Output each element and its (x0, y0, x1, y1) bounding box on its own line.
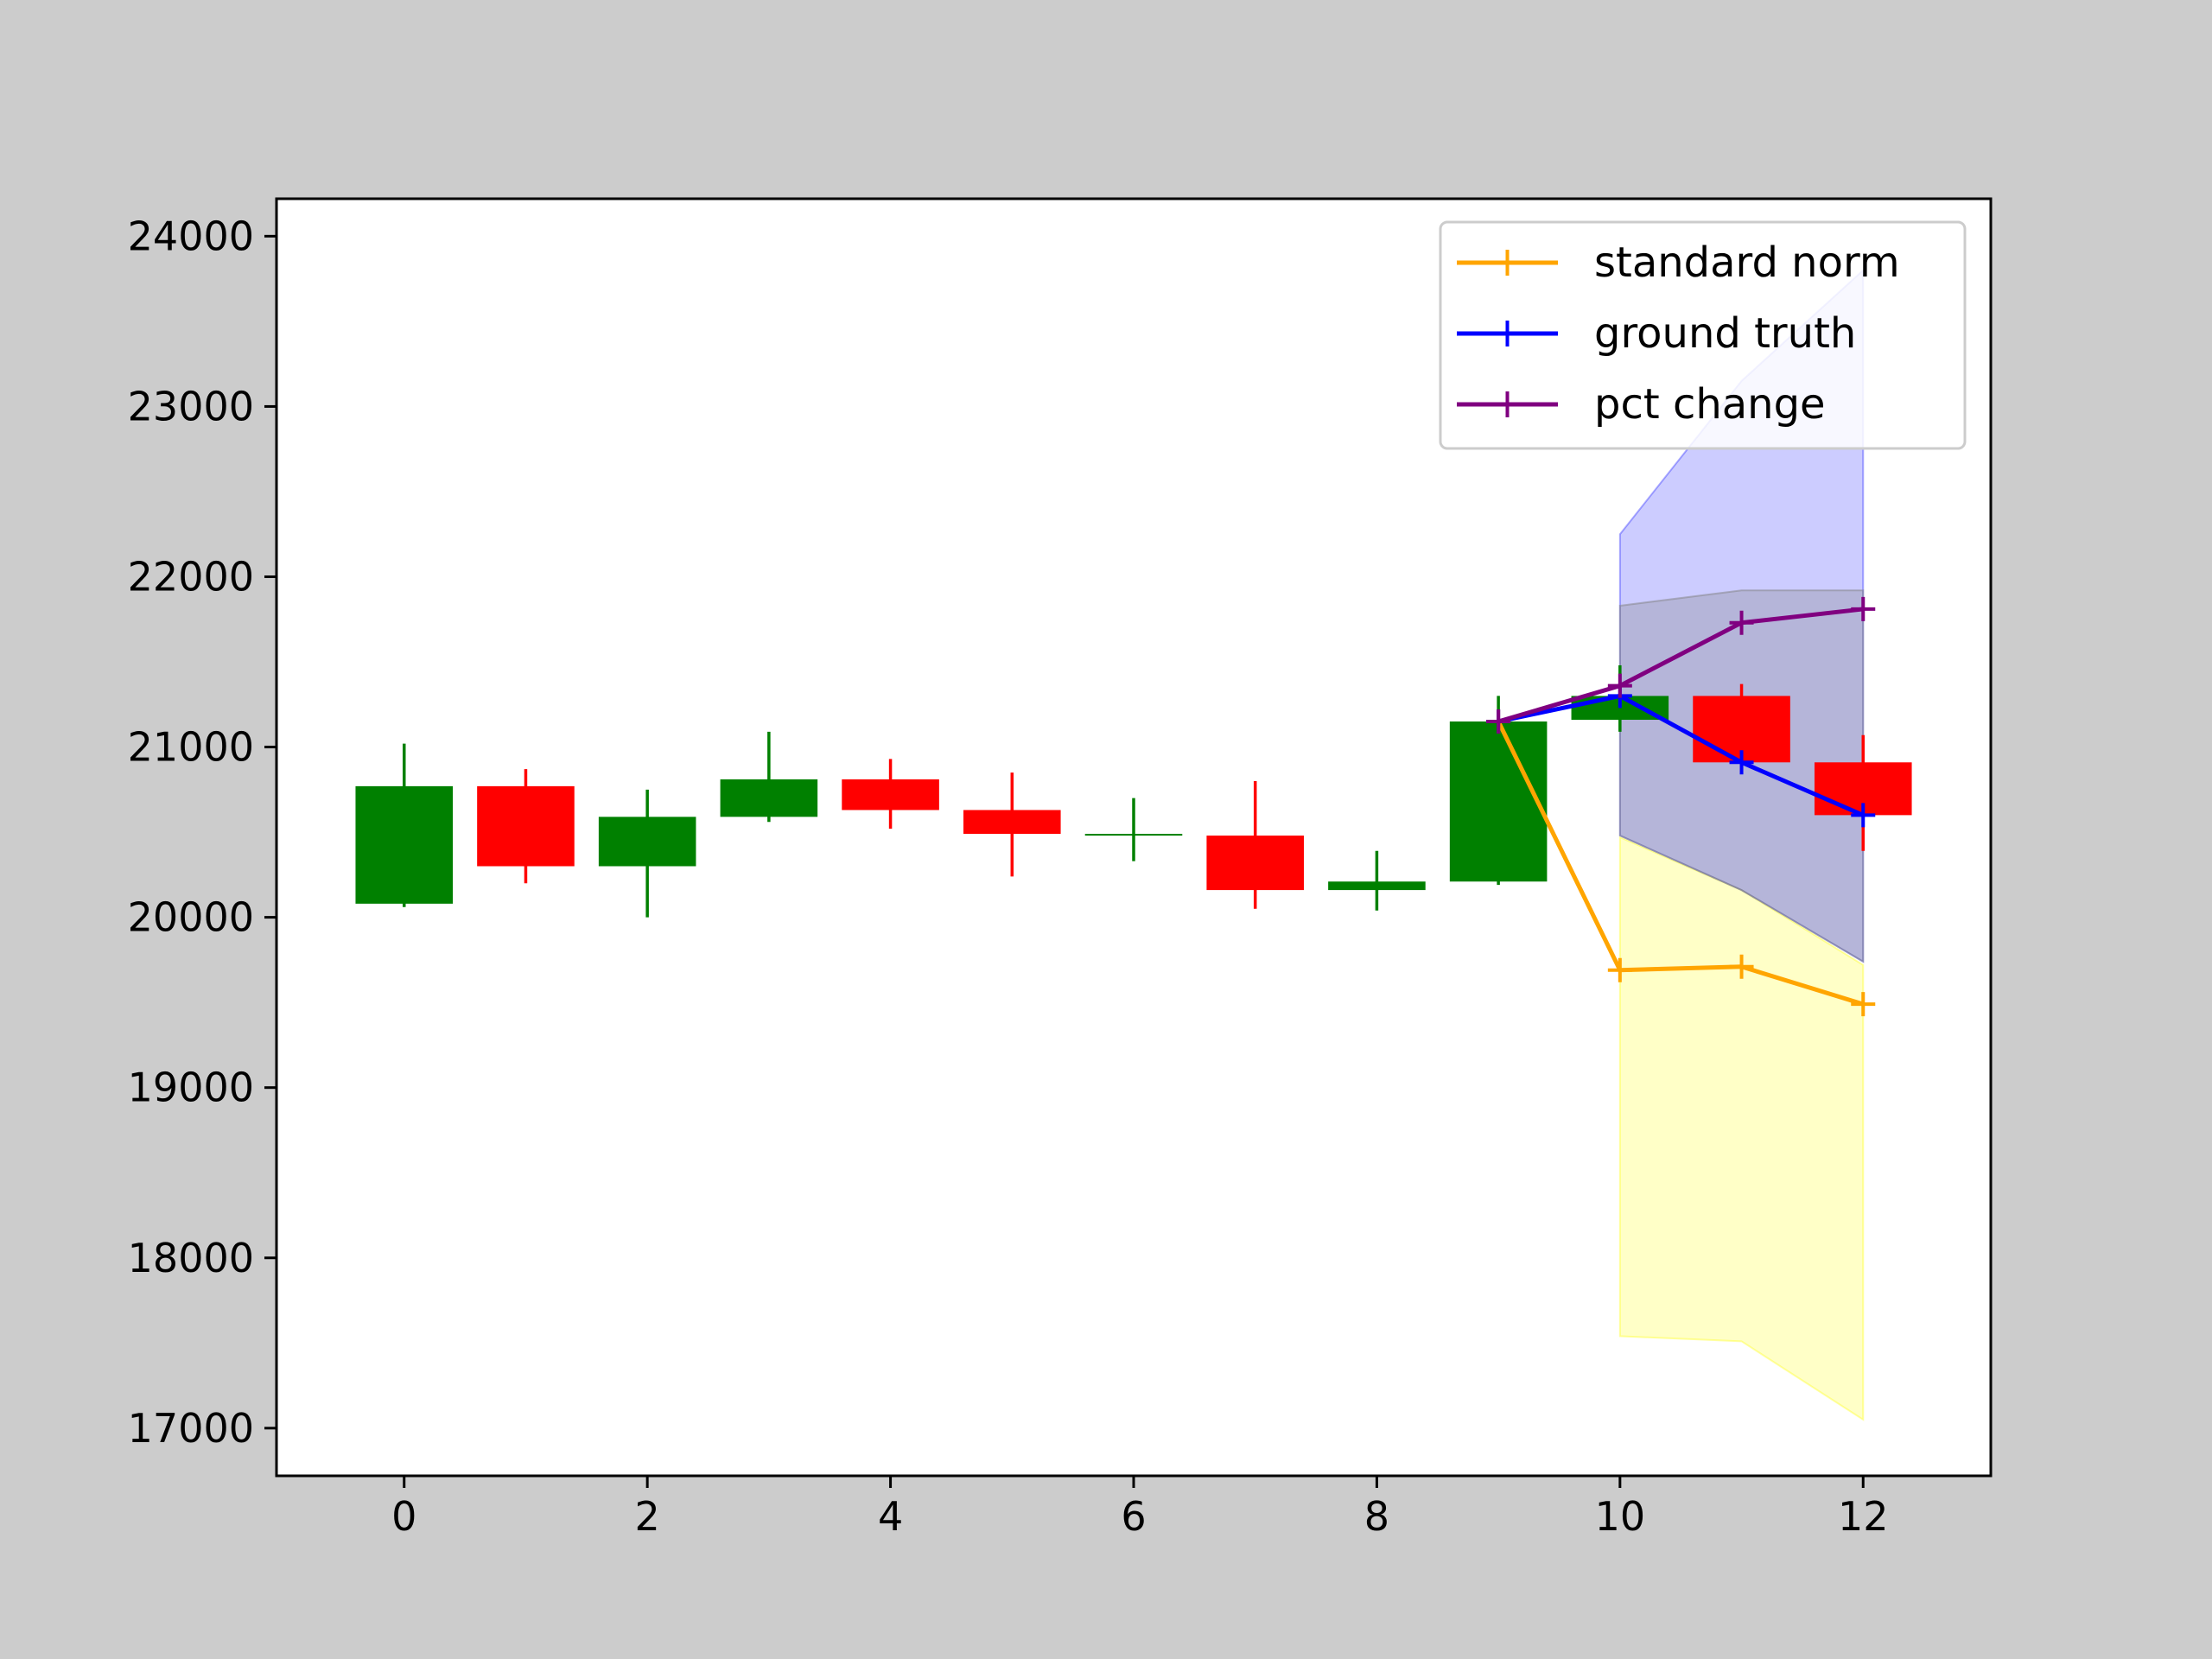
candles (355, 664, 1912, 918)
series-point (1851, 803, 1876, 828)
candle-body (1206, 836, 1304, 891)
candle-6 (1084, 798, 1183, 861)
series-point (1729, 750, 1754, 775)
legend-marker (1495, 250, 1520, 276)
band-2 (1618, 589, 1865, 963)
candle-7 (1206, 780, 1304, 909)
y-tick-label: 22000 (128, 553, 254, 600)
candle-1 (477, 769, 575, 884)
legend-label: standard norm (1594, 238, 1900, 287)
x-axis: 0 2 4 6 8 10 12 (391, 1476, 1889, 1540)
candle-body (720, 779, 818, 817)
x-tick-label: 8 (1364, 1493, 1389, 1540)
candle-body (477, 785, 575, 867)
band-0 (1618, 836, 1865, 1421)
x-tick-label: 4 (878, 1493, 903, 1540)
legend-marker (1495, 321, 1520, 346)
x-tick-label: 6 (1121, 1493, 1146, 1540)
x-tick-label: 2 (635, 1493, 660, 1540)
series-line-1 (1497, 693, 1865, 817)
series-point (1607, 673, 1632, 698)
series-point (1729, 954, 1754, 979)
series-line-2 (1497, 607, 1864, 724)
series-point (1486, 709, 1511, 734)
x-tick-label: 0 (391, 1493, 416, 1540)
legend-box (1439, 220, 1967, 450)
candle-body (1328, 881, 1426, 891)
candle-9 (1449, 696, 1548, 886)
candle-body (963, 810, 1061, 835)
legend-marker (1495, 391, 1520, 417)
series-line-0 (1496, 720, 1864, 1007)
y-tick-label: 18000 (128, 1235, 254, 1281)
legend: standard norm ground truth pct change (1439, 220, 1967, 450)
legend-entry-0: standard norm (1457, 238, 1900, 287)
x-tick-label: 10 (1595, 1493, 1646, 1540)
y-tick-label: 17000 (128, 1405, 254, 1452)
candle-body (1449, 721, 1548, 882)
candle-body (842, 779, 939, 810)
candle-2 (598, 789, 696, 918)
series-point (1851, 596, 1876, 621)
y-axis: 17000 18000 19000 20000 21000 22000 23000 24000 (128, 213, 276, 1452)
candle-5 (963, 772, 1061, 877)
candle-body (1084, 834, 1183, 836)
candle-body (598, 817, 696, 867)
y-tick-label: 21000 (128, 724, 254, 771)
candle-8 (1328, 850, 1426, 911)
legend-label: pct change (1594, 380, 1826, 429)
series-point (1607, 957, 1632, 982)
y-tick-label: 19000 (128, 1065, 254, 1111)
legend-entry-1: ground truth (1457, 309, 1856, 358)
candle-body (355, 785, 454, 904)
legend-entry-2: pct change (1457, 380, 1826, 429)
candle-4 (842, 759, 939, 830)
candle-0 (355, 743, 454, 907)
y-tick-label: 23000 (128, 383, 254, 429)
y-tick-label: 24000 (128, 213, 254, 259)
forecast-series (1486, 596, 1876, 1017)
series-point (1729, 610, 1754, 635)
legend-label: ground truth (1594, 309, 1856, 358)
candle-3 (720, 731, 818, 823)
y-tick-label: 20000 (128, 894, 254, 941)
series-point (1851, 992, 1876, 1017)
x-tick-label: 12 (1838, 1493, 1889, 1540)
